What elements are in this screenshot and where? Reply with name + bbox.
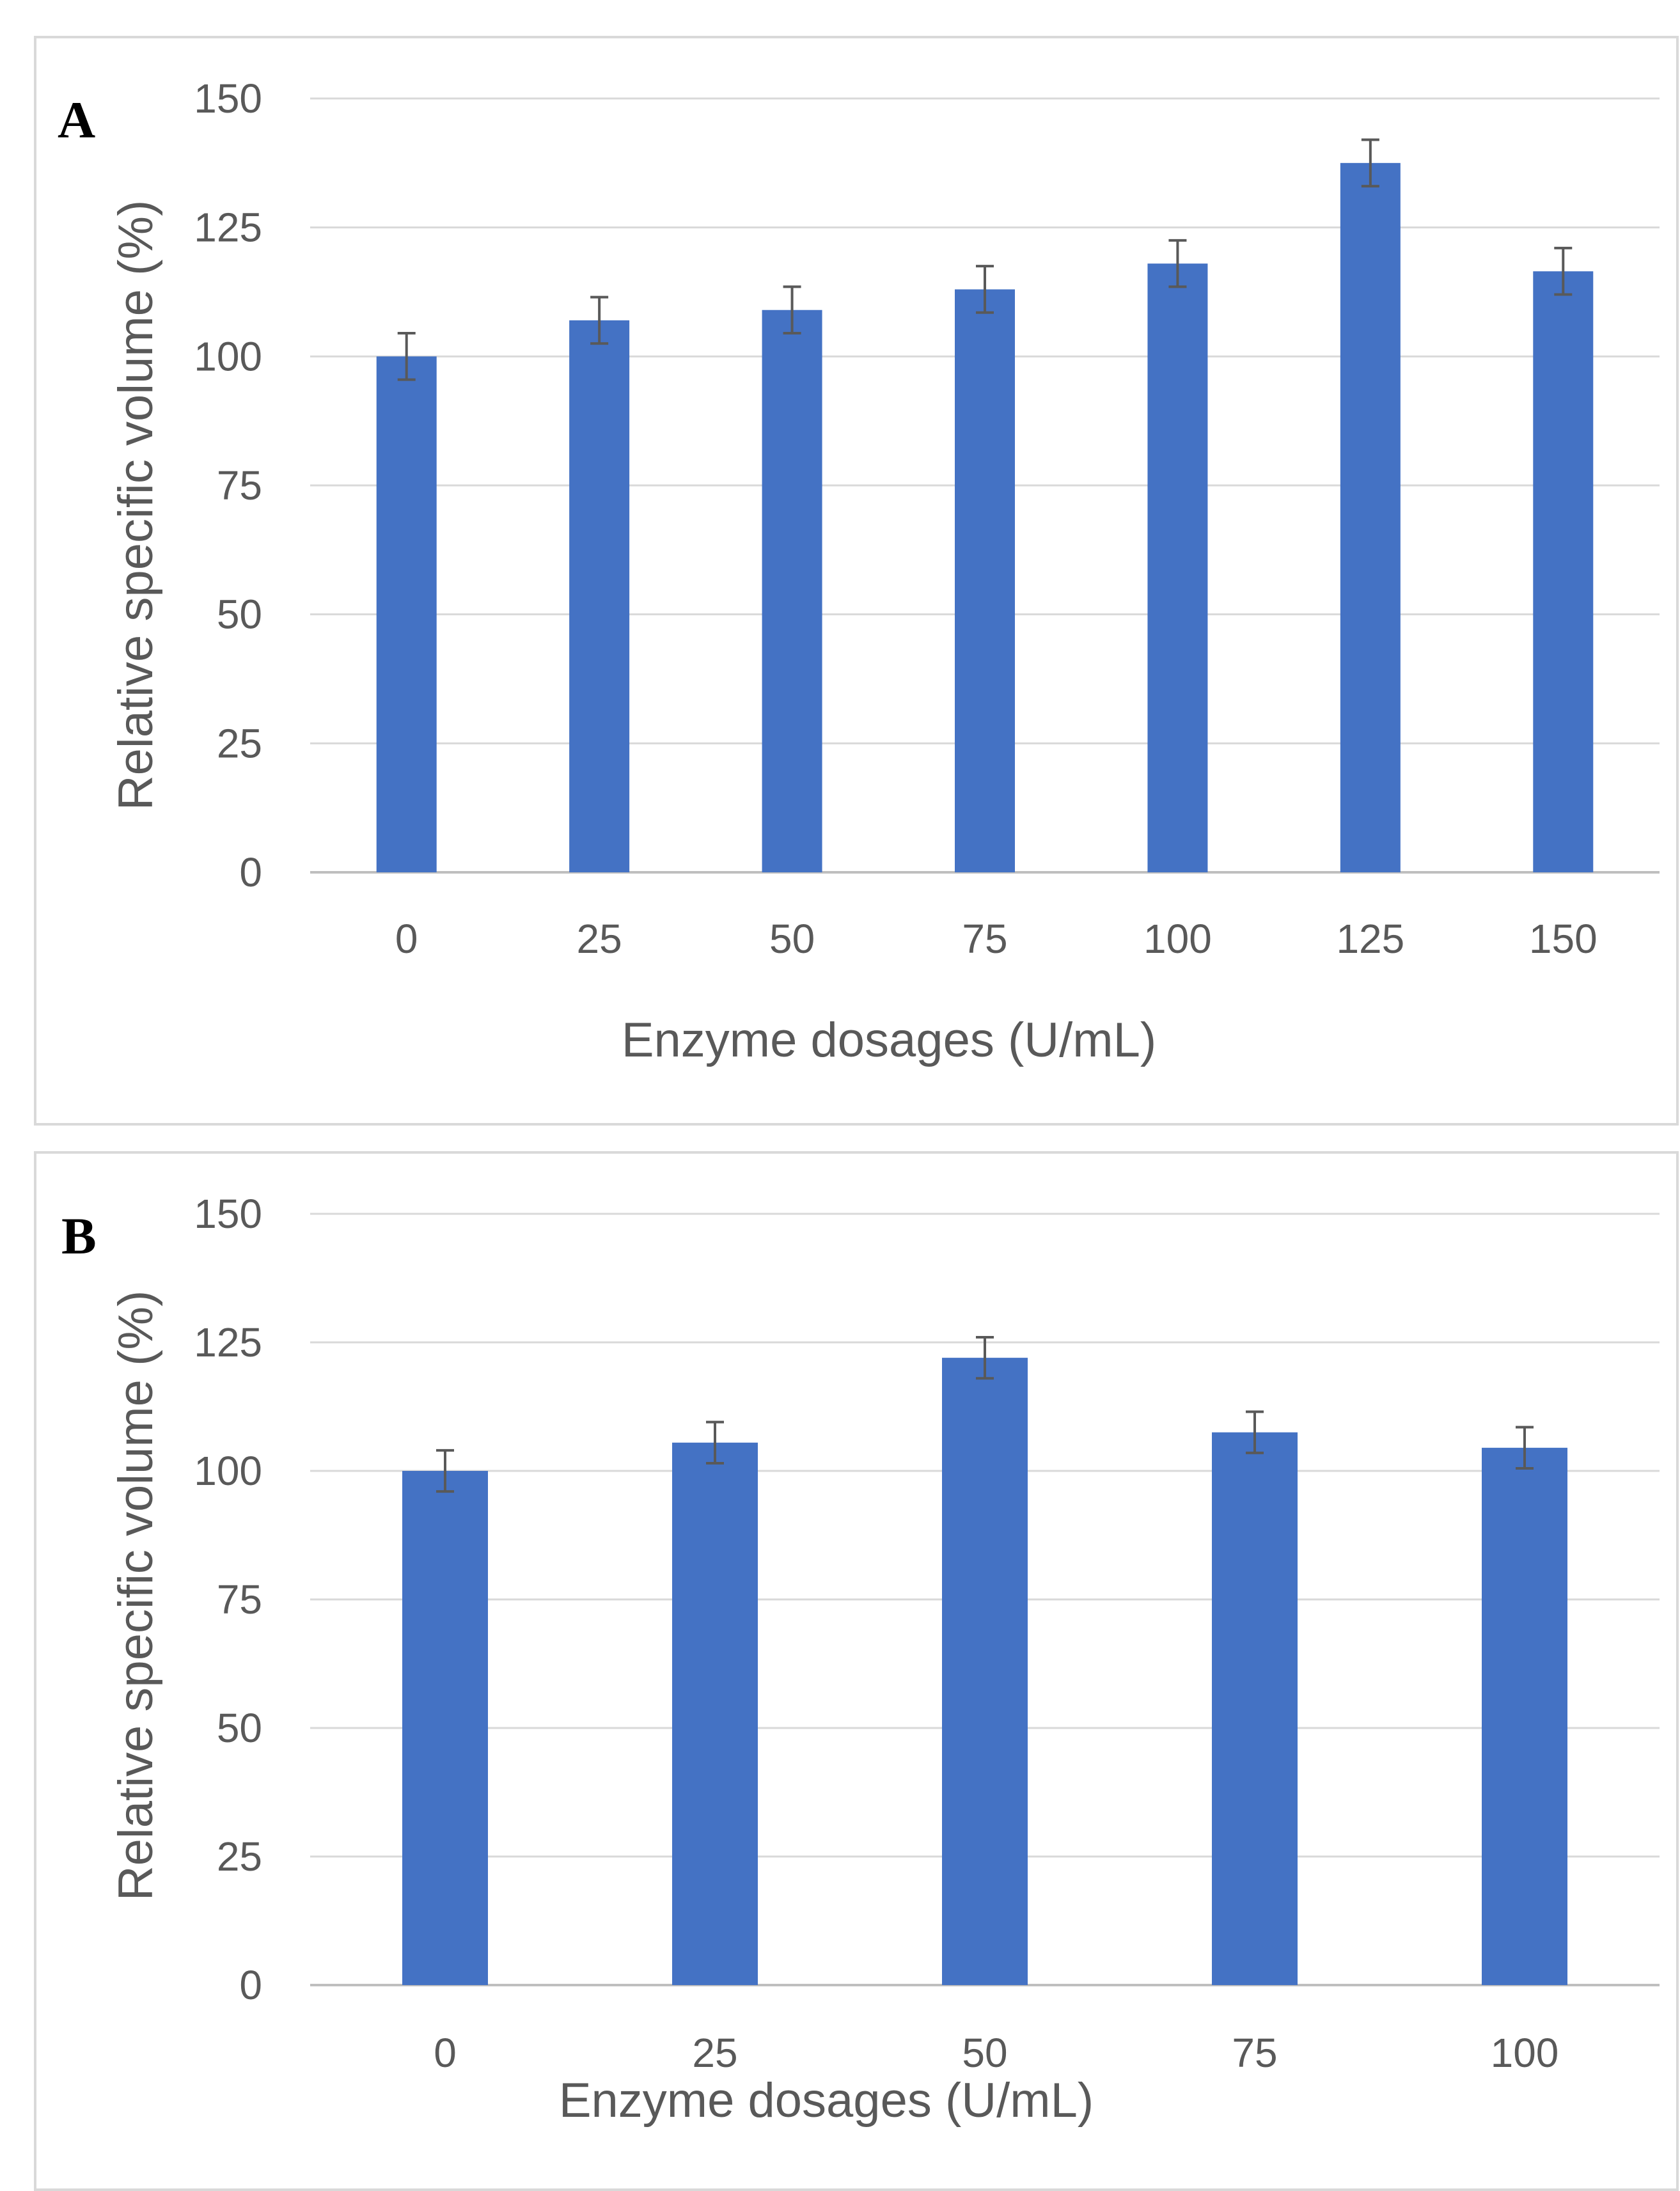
y-axis-title: Relative specific volume (%) — [109, 1291, 163, 1901]
x-tick-label: 0 — [395, 916, 418, 962]
bar — [1147, 263, 1208, 873]
bar — [942, 1358, 1028, 1985]
panel-a-frame — [34, 36, 1679, 1126]
bar — [672, 1442, 758, 1985]
y-axis-ticks: 0 25 50 75 100 125 150 — [194, 75, 262, 895]
bar — [1533, 271, 1594, 872]
x-tick-label: 150 — [1529, 916, 1598, 962]
y-tick-label: 0 — [239, 849, 262, 895]
y-tick-label: 0 — [239, 1962, 262, 2008]
bar — [762, 310, 822, 872]
x-tick-label: 75 — [1232, 2030, 1277, 2076]
error-bars — [397, 138, 1573, 381]
y-tick-label: 50 — [217, 592, 262, 638]
error-bars — [436, 1335, 1534, 1493]
panel-b-frame — [34, 1151, 1679, 2191]
y-tick-label: 125 — [194, 205, 262, 251]
x-tick-label: 25 — [692, 2030, 737, 2076]
x-tick-label: 125 — [1336, 916, 1404, 962]
y-tick-label: 25 — [217, 1834, 262, 1880]
bar — [955, 289, 1015, 872]
y-tick-label: 150 — [194, 75, 262, 122]
panel-label: B — [61, 1207, 97, 1265]
y-tick-label: 75 — [217, 1576, 262, 1622]
y-axis-ticks: 0 25 50 75 100 125 150 — [194, 1191, 262, 2008]
chart-panel-a: A 0 25 50 75 100 125 150 0 25 50 75 100 125 150 Rela… — [58, 75, 1660, 1067]
x-tick-label: 50 — [962, 2030, 1007, 2076]
y-tick-label: 50 — [217, 1705, 262, 1751]
bar — [1340, 162, 1401, 872]
y-tick-label: 75 — [217, 462, 262, 508]
x-tick-label: 75 — [962, 916, 1007, 962]
x-axis-ticks: 0 25 50 75 100 125 150 — [395, 916, 1598, 962]
x-axis-ticks: 0 25 50 75 100 — [434, 2030, 1558, 2076]
y-tick-label: 25 — [217, 720, 262, 766]
chart-panel-b: B 0 25 50 75 100 125 150 0 25 50 75 100 Relative s… — [61, 1191, 1660, 2128]
y-tick-label: 100 — [194, 333, 262, 379]
bar — [1212, 1432, 1298, 1985]
x-axis-title: Enzyme dosages (U/mL) — [622, 1013, 1156, 1067]
y-tick-label: 100 — [194, 1448, 262, 1494]
bar — [376, 356, 437, 872]
y-axis-title: Relative specific volume (%) — [109, 200, 163, 811]
bar — [1482, 1447, 1567, 1985]
x-tick-label: 50 — [769, 916, 815, 962]
panel-label: A — [58, 91, 95, 149]
x-tick-label: 100 — [1491, 2030, 1559, 2076]
x-axis-title: Enzyme dosages (U/mL) — [559, 2073, 1094, 2128]
bars — [402, 1358, 1567, 1985]
bars — [376, 162, 1594, 873]
y-tick-label: 150 — [194, 1191, 262, 1237]
x-tick-label: 0 — [434, 2030, 457, 2076]
x-tick-label: 25 — [577, 916, 622, 962]
x-tick-label: 100 — [1143, 916, 1212, 962]
bar — [569, 320, 630, 872]
y-tick-label: 125 — [194, 1319, 262, 1365]
bar — [402, 1471, 488, 1985]
